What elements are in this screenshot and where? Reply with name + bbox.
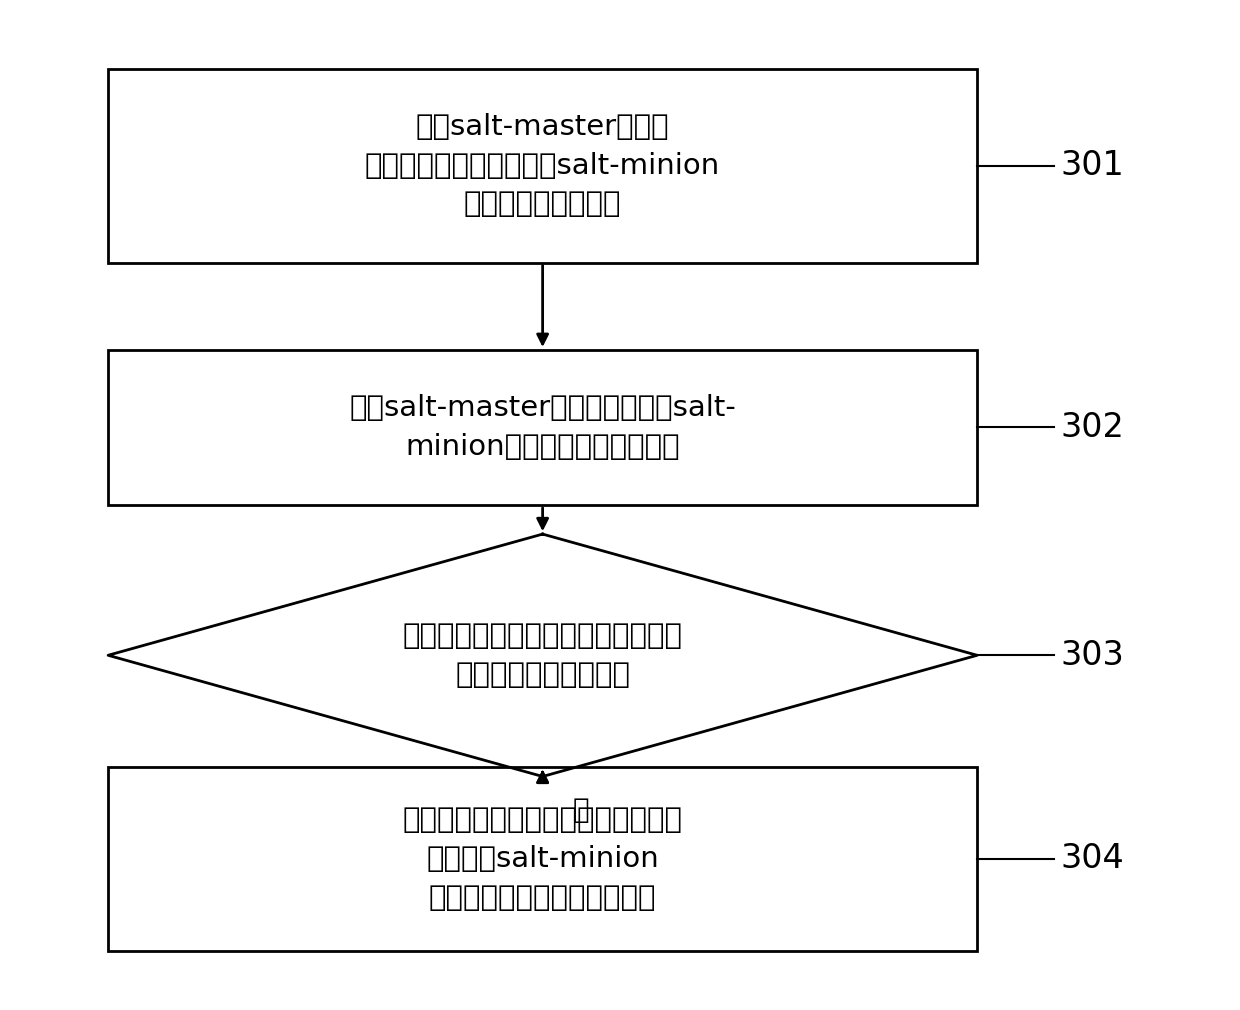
- Text: 是: 是: [573, 797, 589, 824]
- Polygon shape: [108, 534, 977, 777]
- Text: 根据所述符合预置异常条件的测试结: 根据所述符合预置异常条件的测试结: [403, 806, 683, 834]
- Bar: [108, 69, 977, 263]
- Bar: [108, 349, 977, 505]
- Text: 按照第二预设时间间隔向salt-minion: 按照第二预设时间间隔向salt-minion: [365, 152, 720, 180]
- Text: 果对应的salt-minion: 果对应的salt-minion: [427, 845, 658, 873]
- Text: 301: 301: [1060, 149, 1125, 182]
- Text: 303: 303: [1060, 638, 1125, 672]
- Text: minion服务器返回的测试结果: minion服务器返回的测试结果: [405, 433, 680, 461]
- Text: 置异常条件的测试结果: 置异常条件的测试结果: [455, 661, 630, 689]
- Text: 当前salt-master服务器: 当前salt-master服务器: [415, 113, 670, 140]
- Text: 服务器标识信息生成故障清单: 服务器标识信息生成故障清单: [429, 884, 656, 912]
- Text: 服务器发送测试指令: 服务器发送测试指令: [464, 191, 621, 218]
- Text: 判断所述测试结果中是否存在符合预: 判断所述测试结果中是否存在符合预: [403, 622, 683, 649]
- Text: 302: 302: [1060, 411, 1125, 444]
- Bar: [108, 767, 977, 951]
- Text: 304: 304: [1060, 842, 1125, 876]
- Text: 当前salt-master服务器接收所述salt-: 当前salt-master服务器接收所述salt-: [350, 394, 737, 422]
